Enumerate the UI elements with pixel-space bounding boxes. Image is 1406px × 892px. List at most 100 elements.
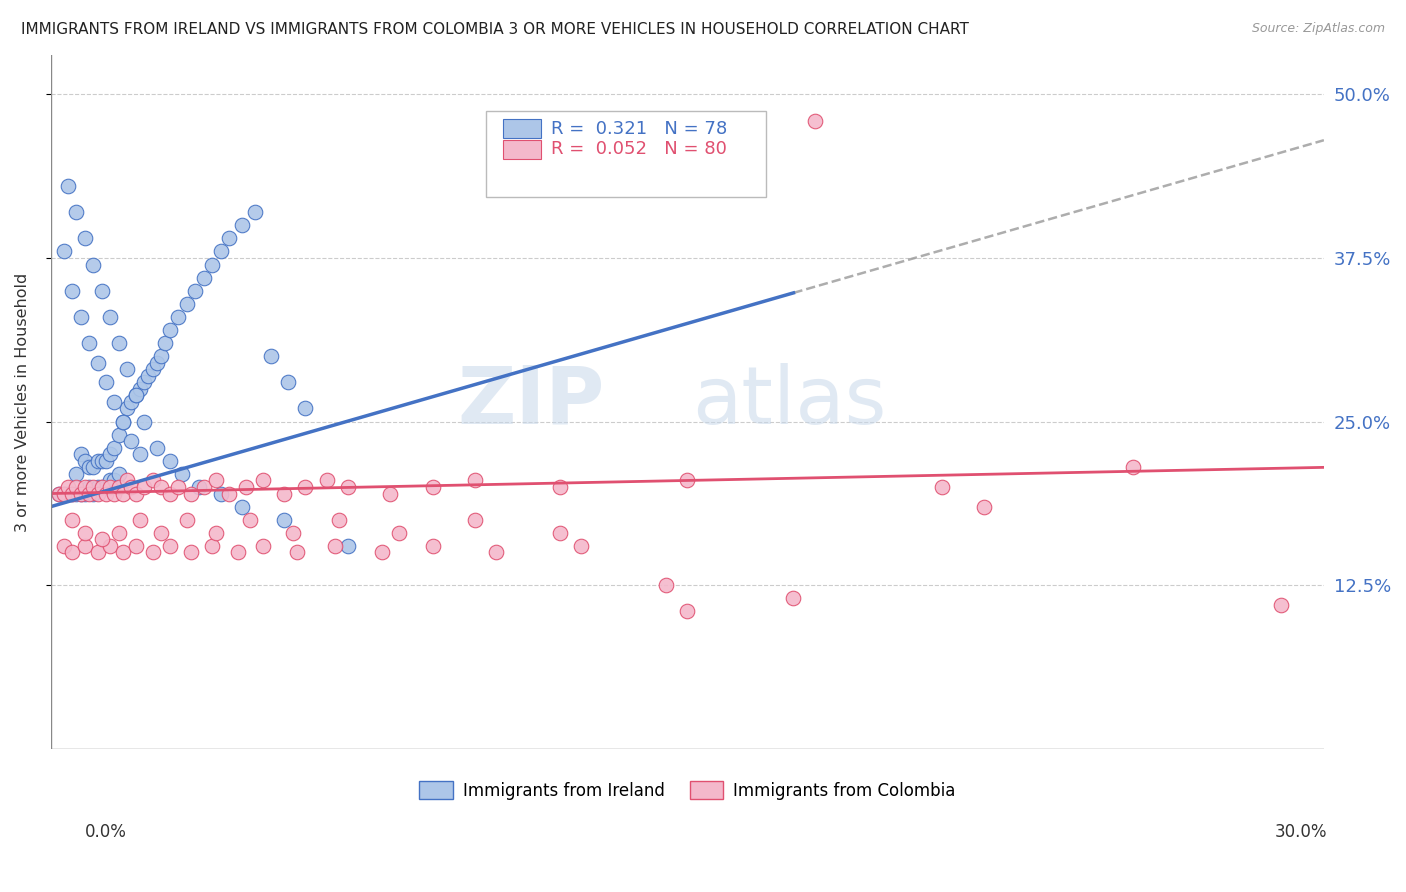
Point: [125, 388, 148, 402]
Point: [60, 513, 83, 527]
Point: [98, 480, 121, 494]
Point: [205, 525, 228, 540]
Point: [73, 525, 96, 540]
Point: [90, 284, 112, 298]
Point: [90, 480, 112, 494]
Point: [676, 604, 699, 618]
Point: [90, 454, 112, 468]
Point: [107, 336, 129, 351]
Point: [159, 454, 181, 468]
Point: [464, 474, 486, 488]
Point: [125, 486, 148, 500]
Point: [52, 486, 75, 500]
Point: [209, 244, 232, 259]
Point: [184, 284, 207, 298]
Text: Source: ZipAtlas.com: Source: ZipAtlas.com: [1251, 22, 1385, 36]
Point: [655, 578, 678, 592]
Text: 0.0%: 0.0%: [84, 822, 127, 840]
Point: [107, 467, 129, 481]
Point: [150, 525, 173, 540]
Point: [548, 525, 571, 540]
Point: [150, 349, 173, 363]
Point: [150, 480, 173, 494]
Point: [193, 270, 215, 285]
Point: [167, 310, 190, 324]
Point: [125, 388, 148, 402]
Point: [803, 113, 825, 128]
Point: [172, 467, 194, 481]
Point: [231, 500, 253, 514]
Point: [252, 539, 274, 553]
Point: [103, 486, 125, 500]
Point: [138, 368, 160, 383]
Point: [134, 376, 156, 390]
Point: [146, 441, 169, 455]
Y-axis label: 3 or more Vehicles in Household: 3 or more Vehicles in Household: [15, 272, 30, 532]
Point: [422, 480, 444, 494]
Point: [103, 441, 125, 455]
Point: [73, 539, 96, 553]
Point: [73, 231, 96, 245]
Point: [146, 356, 169, 370]
Text: R =  0.321   N = 78: R = 0.321 N = 78: [551, 120, 727, 137]
Point: [371, 545, 394, 559]
Point: [111, 486, 134, 500]
Point: [134, 415, 156, 429]
Point: [73, 480, 96, 494]
Point: [180, 486, 202, 500]
Point: [464, 513, 486, 527]
Point: [56, 480, 79, 494]
Point: [569, 539, 592, 553]
Point: [115, 474, 138, 488]
Point: [231, 219, 253, 233]
Point: [115, 362, 138, 376]
Point: [142, 474, 165, 488]
Point: [98, 539, 121, 553]
Point: [73, 486, 96, 500]
Point: [94, 486, 117, 500]
Point: [323, 539, 346, 553]
Point: [77, 486, 100, 500]
Point: [98, 447, 121, 461]
Point: [218, 486, 240, 500]
Point: [485, 545, 508, 559]
Point: [60, 545, 83, 559]
Point: [159, 323, 181, 337]
Point: [77, 480, 100, 494]
Point: [180, 545, 202, 559]
Point: [73, 454, 96, 468]
Point: [273, 513, 295, 527]
Text: R =  0.052   N = 80: R = 0.052 N = 80: [551, 140, 727, 159]
Point: [239, 513, 262, 527]
Point: [973, 500, 995, 514]
Point: [129, 447, 152, 461]
Point: [285, 545, 308, 559]
Point: [129, 382, 152, 396]
Point: [56, 179, 79, 194]
Point: [69, 447, 91, 461]
Point: [56, 486, 79, 500]
Point: [193, 480, 215, 494]
Point: [107, 480, 129, 494]
Point: [48, 486, 70, 500]
Text: 30.0%: 30.0%: [1274, 822, 1327, 840]
Point: [65, 480, 87, 494]
Point: [388, 525, 411, 540]
Point: [111, 415, 134, 429]
Point: [155, 336, 177, 351]
Legend: Immigrants from Ireland, Immigrants from Colombia: Immigrants from Ireland, Immigrants from…: [413, 775, 962, 806]
FancyBboxPatch shape: [486, 111, 766, 197]
Point: [60, 284, 83, 298]
Point: [121, 434, 143, 449]
Point: [94, 454, 117, 468]
Point: [176, 297, 198, 311]
Point: [107, 525, 129, 540]
Point: [422, 539, 444, 553]
Text: atlas: atlas: [692, 363, 886, 441]
Point: [380, 486, 402, 500]
Point: [77, 336, 100, 351]
Point: [94, 376, 117, 390]
Point: [1270, 598, 1292, 612]
Point: [226, 545, 249, 559]
Point: [103, 474, 125, 488]
